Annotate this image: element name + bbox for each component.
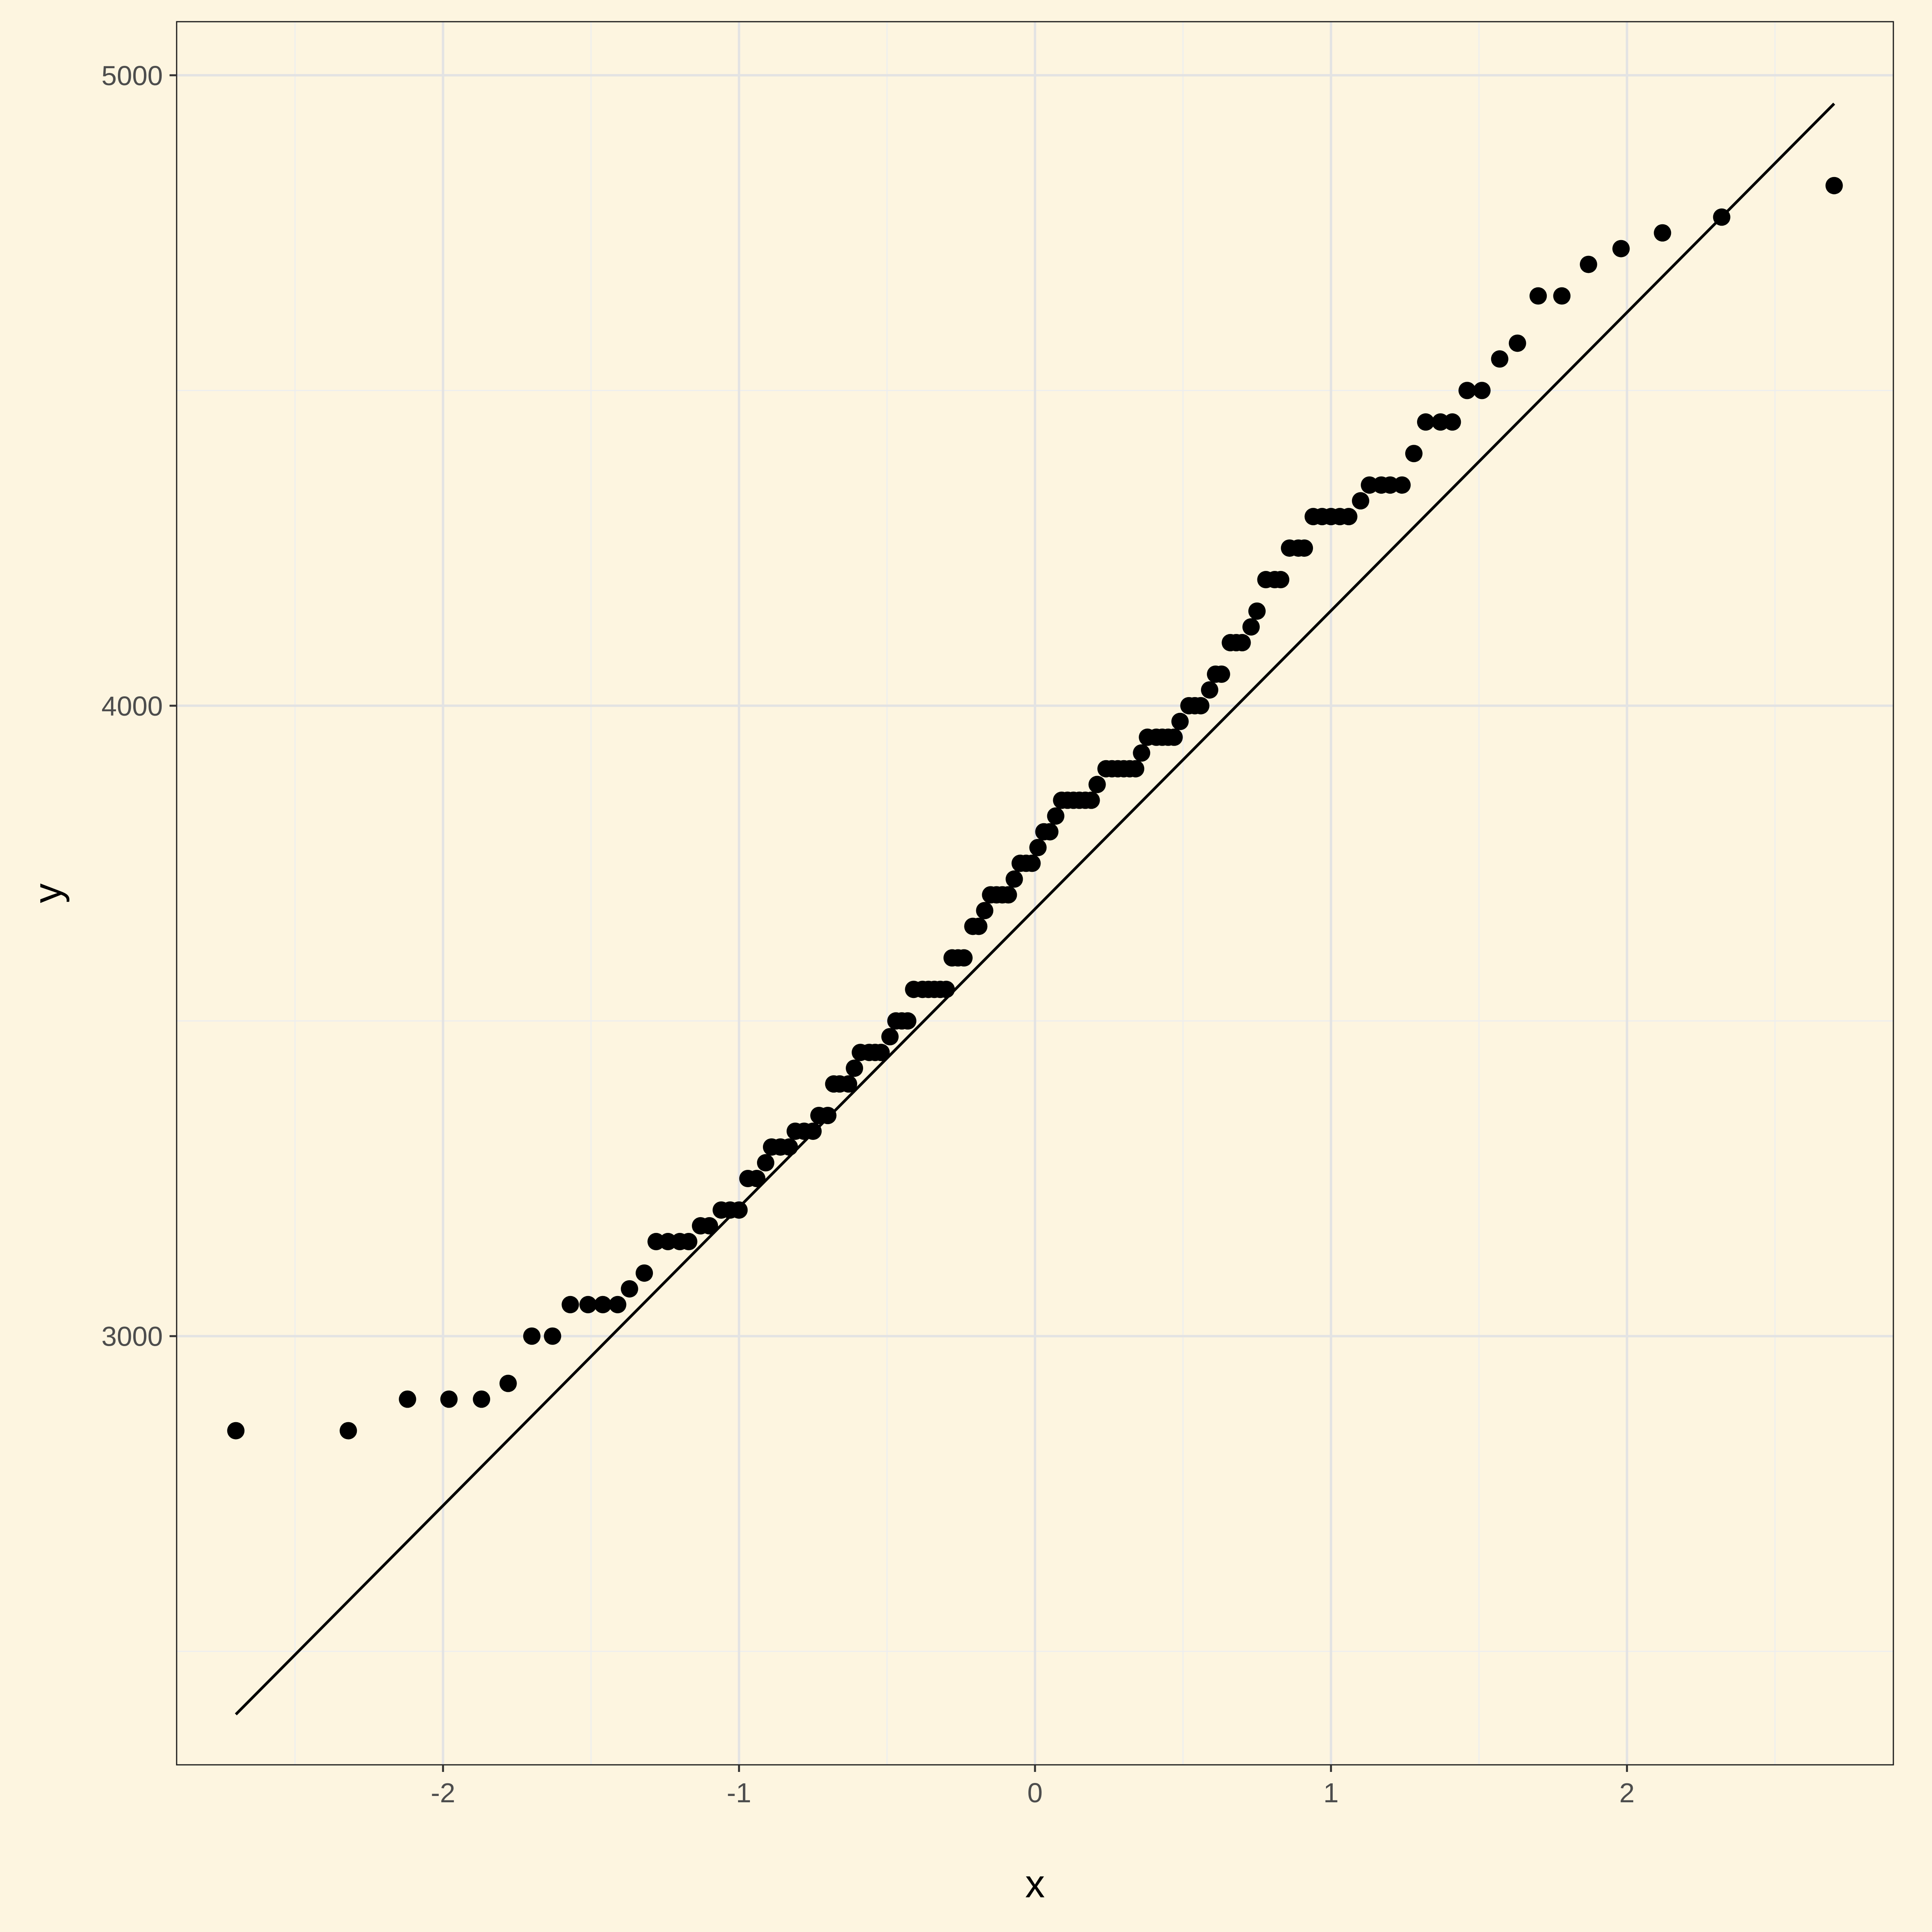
points-layer: [227, 177, 1843, 1440]
data-point: [899, 1012, 917, 1030]
data-point: [1023, 854, 1041, 872]
x-tick-label: 1: [1323, 1777, 1339, 1808]
x-tick-label: -2: [431, 1777, 455, 1808]
data-point: [701, 1217, 718, 1235]
data-point: [881, 1028, 899, 1046]
data-point: [1127, 760, 1145, 778]
y-tick-label: 5000: [101, 60, 163, 91]
data-point: [1405, 445, 1423, 462]
y-axis-title: y: [26, 884, 70, 903]
data-point: [1165, 728, 1183, 746]
data-point: [1580, 255, 1597, 273]
data-point: [1825, 177, 1843, 194]
data-point: [748, 1170, 766, 1188]
data-point: [1443, 413, 1461, 431]
data-point: [804, 1123, 822, 1140]
data-point: [227, 1422, 245, 1440]
data-point: [1171, 712, 1189, 730]
major-gridlines: [177, 22, 1893, 1765]
reference-line-layer: [235, 103, 1835, 1716]
data-point: [1417, 413, 1434, 431]
data-point: [609, 1296, 627, 1313]
data-point: [872, 1044, 890, 1061]
data-point: [1212, 665, 1230, 683]
data-point: [1041, 823, 1059, 841]
data-point: [499, 1374, 517, 1392]
data-point: [757, 1154, 774, 1172]
data-point: [1005, 870, 1023, 888]
data-point: [1242, 618, 1260, 636]
data-point: [1393, 476, 1411, 494]
data-point: [1029, 839, 1047, 856]
data-point: [579, 1296, 597, 1313]
data-point: [937, 981, 955, 998]
data-point: [1529, 287, 1547, 305]
data-point: [1352, 492, 1369, 510]
data-point: [636, 1264, 653, 1282]
data-point: [440, 1390, 458, 1408]
x-tick-label: 2: [1619, 1777, 1635, 1808]
data-point: [1201, 681, 1218, 699]
data-point: [473, 1390, 490, 1408]
data-point: [780, 1138, 798, 1156]
y-axis-ticks: 3000 4000 5000: [101, 60, 177, 1352]
data-point: [1088, 776, 1106, 793]
data-point: [1612, 240, 1630, 257]
data-point: [594, 1296, 612, 1313]
data-point: [1509, 334, 1526, 352]
data-point: [1296, 539, 1313, 557]
data-point: [840, 1075, 858, 1093]
data-point: [1272, 571, 1290, 589]
data-point: [1047, 807, 1065, 825]
data-point: [819, 1107, 837, 1125]
data-point: [1340, 508, 1358, 526]
data-point: [1713, 208, 1731, 226]
data-point: [1553, 287, 1571, 305]
data-point: [1233, 634, 1251, 651]
data-point: [1248, 602, 1266, 620]
data-point: [1458, 382, 1476, 399]
data-point: [1000, 886, 1017, 904]
data-point: [680, 1233, 697, 1250]
x-tick-label: 0: [1028, 1777, 1043, 1808]
minor-gridlines: [177, 22, 1893, 1765]
data-point: [523, 1327, 541, 1345]
y-tick-label: 3000: [101, 1321, 163, 1352]
data-point: [561, 1296, 579, 1313]
x-axis-title: x: [1025, 1862, 1045, 1906]
data-point: [730, 1201, 748, 1219]
data-point: [1133, 744, 1151, 762]
data-point: [970, 918, 988, 935]
data-point: [1654, 224, 1671, 242]
x-axis-ticks: -2 -1 0 1 2: [431, 1765, 1635, 1808]
data-point: [1473, 382, 1491, 399]
data-point: [621, 1280, 638, 1298]
y-tick-label: 4000: [101, 691, 163, 722]
qq-reference-line: [235, 103, 1835, 1716]
data-point: [846, 1059, 863, 1077]
data-point: [544, 1327, 561, 1345]
data-point: [955, 949, 973, 967]
data-point: [1192, 697, 1210, 714]
x-tick-label: -1: [727, 1777, 751, 1808]
data-point: [399, 1390, 416, 1408]
data-point: [1491, 350, 1509, 368]
data-point: [339, 1422, 357, 1440]
data-point: [1082, 791, 1100, 809]
data-point: [976, 902, 994, 919]
